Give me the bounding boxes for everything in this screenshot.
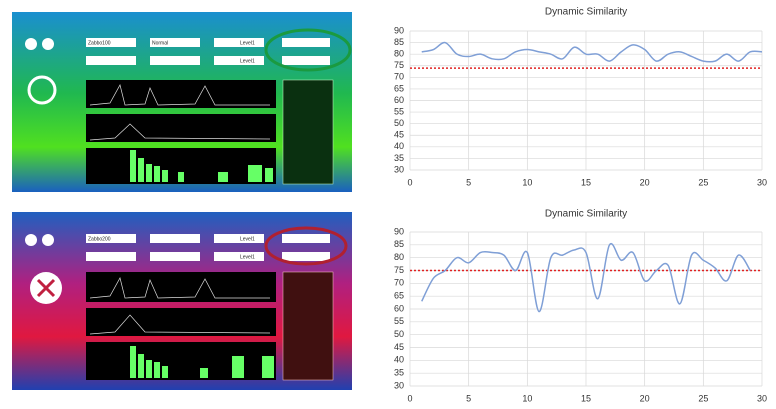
x-tick-label: 20: [640, 177, 650, 187]
y-tick-label: 80: [394, 49, 404, 59]
y-tick-label: 50: [394, 329, 404, 339]
chart-title: Dynamic Similarity: [545, 7, 627, 18]
charts: Dynamic Similarity3035404550556065707580…: [394, 7, 767, 404]
x-tick-label: 20: [640, 393, 650, 403]
x-tick-label: 0: [407, 177, 412, 187]
field-text: Zabbo200: [88, 236, 111, 242]
field: [150, 252, 200, 261]
field: [214, 56, 264, 65]
y-tick-label: 80: [394, 252, 404, 262]
field: [282, 234, 330, 243]
x-tick-label: 25: [698, 393, 708, 403]
field: [282, 252, 330, 261]
x-tick-label: 10: [522, 177, 532, 187]
y-tick-label: 70: [394, 72, 404, 82]
y-tick-label: 55: [394, 106, 404, 116]
x-tick-label: 5: [466, 393, 471, 403]
screen-fault: Zabbo200 Level1 Level1: [12, 212, 352, 390]
y-tick-label: 55: [394, 316, 404, 326]
x-tick-label: 15: [581, 177, 591, 187]
y-tick-label: 45: [394, 130, 404, 140]
field: [86, 56, 136, 65]
x-tick-label: 30: [757, 393, 767, 403]
y-tick-label: 75: [394, 265, 404, 275]
y-tick-label: 65: [394, 291, 404, 301]
y-tick-label: 40: [394, 355, 404, 365]
field-text: Level1: [240, 254, 255, 260]
y-tick-label: 70: [394, 278, 404, 288]
field: [214, 234, 264, 243]
y-tick-label: 45: [394, 342, 404, 352]
icon: [25, 38, 37, 50]
y-tick-label: 50: [394, 118, 404, 128]
field: [214, 38, 264, 47]
y-tick-label: 40: [394, 141, 404, 151]
field: [86, 252, 136, 261]
series-line: [422, 43, 762, 62]
x-tick-label: 30: [757, 177, 767, 187]
list-panel: [283, 80, 333, 184]
plot-panel: [86, 342, 276, 380]
icon: [25, 234, 37, 246]
field-text: Zabbo100: [88, 40, 111, 46]
field-text: Level1: [240, 236, 255, 242]
plot-panel: [86, 80, 276, 108]
x-tick-label: 0: [407, 393, 412, 403]
y-tick-label: 30: [394, 380, 404, 390]
y-tick-label: 30: [394, 164, 404, 174]
x-tick-label: 15: [581, 393, 591, 403]
y-tick-label: 90: [394, 25, 404, 35]
list-panel: [283, 272, 333, 380]
x-tick-label: 25: [698, 177, 708, 187]
field: [150, 56, 200, 65]
x-tick-label: 10: [522, 393, 532, 403]
field-text: Normal: [152, 40, 168, 46]
y-tick-label: 85: [394, 239, 404, 249]
chart-title: Dynamic Similarity: [545, 209, 627, 220]
y-tick-label: 35: [394, 153, 404, 163]
y-tick-label: 90: [394, 226, 404, 236]
field-text: Level1: [240, 58, 255, 64]
screen-normal: Zabbo100 Normal Level1 Level1: [12, 12, 352, 192]
icon: [42, 38, 54, 50]
y-tick-label: 60: [394, 303, 404, 313]
y-tick-label: 60: [394, 95, 404, 105]
y-tick-label: 65: [394, 83, 404, 93]
x-tick-label: 5: [466, 177, 471, 187]
field: [282, 38, 330, 47]
field-text: Level1: [240, 40, 255, 46]
field: [214, 252, 264, 261]
y-tick-label: 35: [394, 368, 404, 378]
y-tick-label: 75: [394, 60, 404, 70]
page: Zabbo100 Normal Level1 Level1 Zabbo200 L…: [0, 0, 776, 409]
field: [150, 234, 200, 243]
icon: [42, 234, 54, 246]
y-tick-label: 85: [394, 37, 404, 47]
field: [282, 56, 330, 65]
